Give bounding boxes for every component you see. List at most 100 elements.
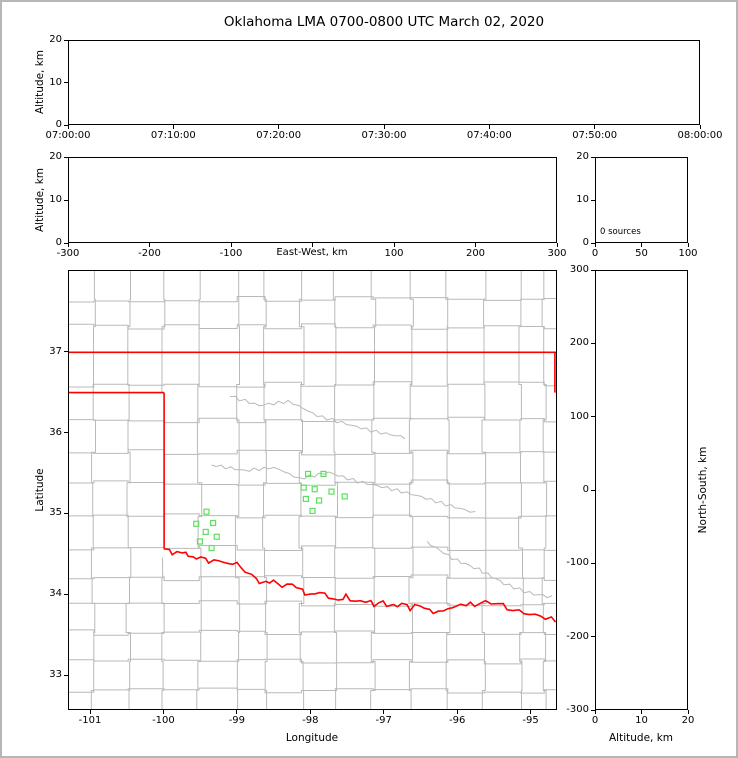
panel-altitude-vs-east-west — [68, 157, 557, 243]
lma-station-marker — [196, 538, 203, 545]
x-tick-label: -101 — [78, 715, 102, 726]
y-tick-label: 34 — [49, 588, 62, 600]
y-tick-label: 10 — [49, 194, 62, 205]
lma-station-marker — [203, 508, 210, 515]
tick-mark — [64, 674, 68, 676]
lma-station-marker — [300, 484, 307, 491]
tick-mark — [591, 156, 595, 158]
tick-mark — [67, 125, 69, 129]
river-boundary — [211, 464, 476, 513]
lma-station-marker — [320, 470, 327, 477]
tick-mark — [591, 709, 595, 711]
y-tick-label: 10 — [49, 76, 62, 88]
y-axis-label-north-south: North-South, km — [697, 446, 709, 534]
x-tick-label: 07:40:00 — [466, 130, 512, 141]
y-tick-label: -100 — [566, 557, 589, 569]
tick-mark — [64, 432, 68, 434]
oklahoma-map — [69, 271, 556, 709]
tick-mark — [687, 243, 689, 247]
x-tick-label: 07:20:00 — [256, 130, 302, 141]
lma-station-marker — [208, 544, 215, 552]
x-tick-label: 10 — [635, 715, 648, 726]
tick-mark — [488, 125, 490, 129]
lma-station-marker — [311, 486, 318, 493]
tick-mark — [64, 351, 68, 353]
x-tick-label: 200 — [465, 248, 486, 259]
y-tick-label: 20 — [49, 151, 62, 162]
y-tick-label: 20 — [576, 151, 589, 162]
x-tick-label: 07:00:00 — [45, 130, 91, 141]
tick-mark — [64, 124, 68, 126]
tick-mark — [64, 512, 68, 514]
river-boundary — [426, 541, 553, 599]
panel-altitude-vs-time — [68, 40, 700, 125]
y-axis-label-latitude: Latitude — [34, 468, 46, 512]
x-tick-label: 07:30:00 — [361, 130, 407, 141]
tick-mark — [230, 243, 232, 247]
tick-mark — [64, 199, 68, 201]
tick-mark — [591, 242, 595, 244]
lma-station-marker — [341, 493, 348, 500]
red-river-border — [163, 548, 556, 623]
x-tick-label: -98 — [302, 715, 319, 726]
tick-mark — [641, 710, 642, 714]
panel-altitude-vs-north-south — [595, 270, 688, 710]
y-tick-label: 33 — [49, 669, 62, 681]
tick-mark — [162, 710, 164, 714]
state-border — [69, 351, 556, 623]
tick-mark — [149, 243, 150, 247]
x-tick-label: 100 — [678, 248, 698, 259]
y-tick-label: 10 — [576, 194, 589, 205]
x-tick-label: -200 — [138, 248, 161, 259]
x-tick-label: -95 — [522, 715, 539, 726]
tick-mark — [591, 562, 595, 564]
x-tick-label: -96 — [448, 715, 466, 726]
tick-mark — [278, 125, 280, 129]
river-boundary — [229, 395, 406, 440]
tick-mark — [591, 199, 595, 201]
x-axis-label-altitude-bottom: Altitude, km — [608, 732, 674, 744]
tick-mark — [591, 342, 595, 344]
lma-station-marker — [210, 519, 217, 527]
tick-mark — [591, 269, 595, 271]
x-tick-label: -100 — [152, 715, 175, 726]
tick-mark — [594, 125, 596, 129]
tick-mark — [67, 243, 69, 247]
tick-mark — [699, 125, 701, 129]
lma-station-marker — [316, 497, 323, 504]
lma-station-marker — [305, 470, 312, 477]
x-tick-label: 100 — [384, 248, 404, 259]
tick-mark — [64, 593, 68, 595]
x-axis-label-east-west: East-West, km — [276, 247, 348, 258]
y-tick-label: 0 — [55, 119, 62, 130]
y-tick-label: -300 — [566, 704, 589, 715]
y-tick-label: 0 — [582, 484, 589, 495]
y-tick-label: 36 — [49, 426, 62, 438]
y-tick-label: -200 — [566, 630, 589, 642]
tick-mark — [383, 710, 385, 714]
x-tick-label: -100 — [219, 248, 243, 259]
tick-mark — [530, 710, 532, 714]
panel-altitude-histogram: 0 sources — [595, 157, 688, 243]
tick-mark — [591, 636, 595, 638]
sources-count-label: 0 sources — [600, 227, 641, 237]
tick-mark — [393, 243, 395, 247]
tick-mark — [89, 710, 91, 714]
x-tick-label: -300 — [56, 248, 80, 259]
y-tick-label: 300 — [569, 264, 589, 275]
tick-mark — [594, 243, 596, 247]
tick-mark — [236, 710, 238, 714]
panel-plan-view-map — [68, 270, 557, 710]
tick-mark — [594, 710, 596, 714]
y-tick-label: 200 — [569, 337, 589, 349]
x-tick-label: 300 — [547, 248, 567, 259]
tick-mark — [591, 489, 595, 491]
tick-mark — [172, 125, 174, 129]
x-tick-label: 08:00:00 — [677, 130, 723, 141]
lma-station-marker — [202, 528, 209, 535]
tick-mark — [591, 416, 595, 418]
tick-mark — [475, 243, 476, 247]
tick-mark — [64, 242, 68, 244]
y-tick-label: 100 — [569, 410, 589, 422]
